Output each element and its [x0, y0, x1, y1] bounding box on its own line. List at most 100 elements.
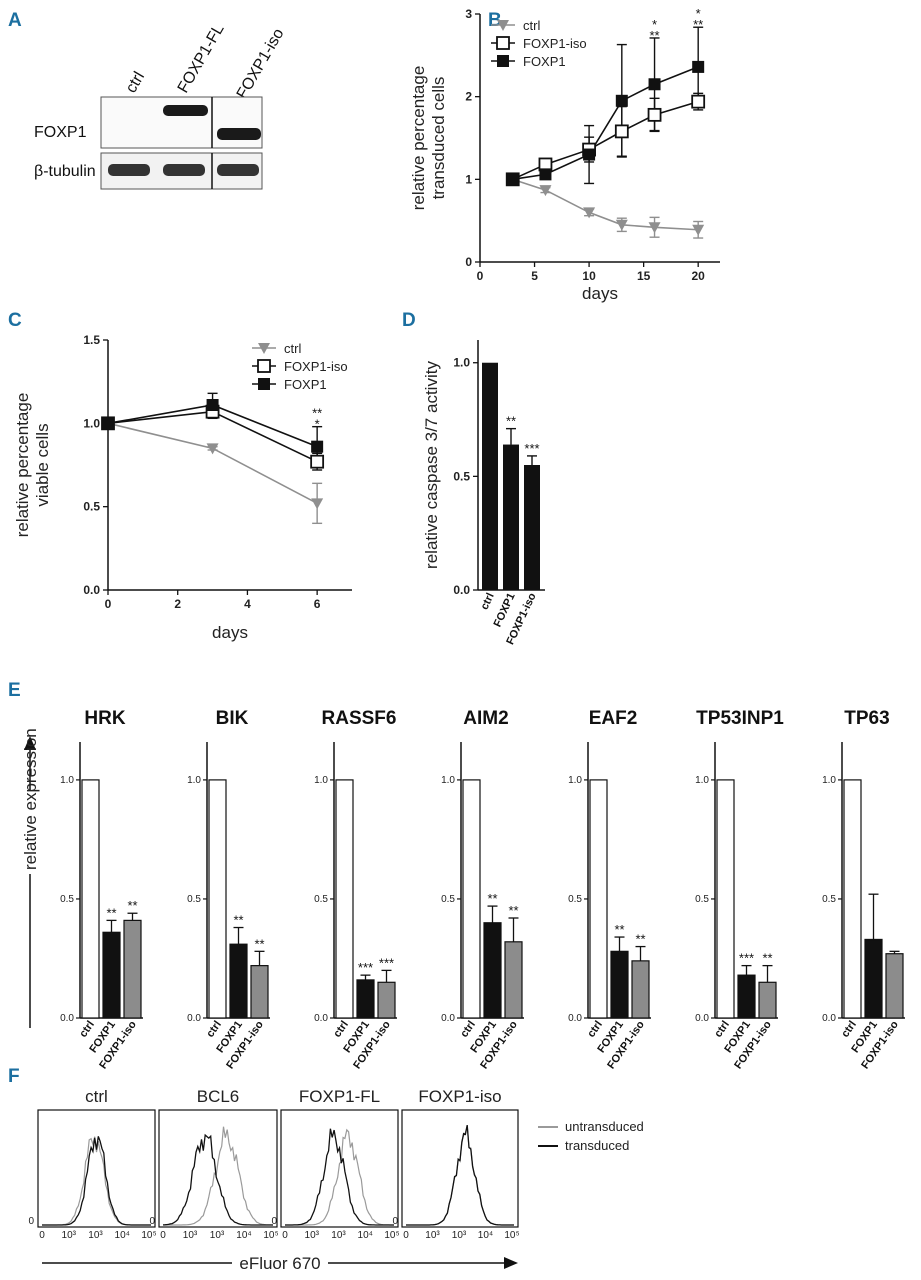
category-label: ctrl: [839, 1019, 859, 1040]
y-tick-label: 2: [465, 90, 472, 104]
flow-sample-label: BCL6: [197, 1087, 240, 1106]
significance-label: *: [315, 417, 320, 432]
y-tick-label: 1: [465, 172, 472, 186]
y-tick-label: 0.5: [695, 894, 709, 905]
y-tick-label: 0.0: [453, 583, 470, 597]
category-label: ctrl: [77, 1019, 97, 1040]
data-point: [692, 224, 705, 236]
histogram-untransduced: [285, 1128, 394, 1226]
y-axis-label: transduced cells: [429, 77, 448, 200]
band-tubulin-fl: [163, 164, 205, 176]
x-tick-label: 2: [174, 597, 181, 611]
chart-b: 0 1 2 3 0 5 10 15 20 days relative percentage trans…: [409, 6, 720, 303]
flow-plot-frame: [401, 1109, 519, 1228]
y-tick-label: 0.0: [60, 1013, 74, 1024]
y-axis-label: relative percentage: [409, 66, 428, 211]
flow-x-tick-label: 0: [39, 1230, 45, 1241]
y-tick-label: 0.5: [314, 894, 328, 905]
gene-title: TP53INP1: [696, 708, 784, 729]
bar: [356, 979, 375, 1019]
bar: [758, 981, 777, 1019]
row-label-foxp1: FOXP1: [34, 124, 87, 141]
flow-sample-label: FOXP1-iso: [418, 1087, 501, 1106]
y-tick-label: 0.0: [314, 1013, 328, 1024]
data-point: [614, 124, 629, 139]
legend-label: FOXP1: [523, 54, 566, 69]
x-axis-label: days: [582, 284, 618, 303]
lane-label-ctrl: ctrl: [123, 69, 148, 96]
bar: [716, 779, 735, 1019]
lane-label-foxp1-fl: FOXP1-FL: [175, 21, 228, 96]
flow-x-tick-label: 10³: [331, 1230, 346, 1241]
y-tick-label: 1.0: [60, 775, 74, 786]
y-tick-label: 0.5: [441, 894, 455, 905]
x-tick-label: 5: [531, 269, 538, 283]
significance-label: **: [614, 922, 624, 937]
flow-histogram-3: FOXP1-iso 00 10³ 10³ 10⁴ 10⁵: [392, 1087, 519, 1241]
flow-x-tick-label: 10³: [88, 1230, 103, 1241]
flow-x-arrow-head-icon: [504, 1257, 518, 1269]
significance-label: **: [254, 936, 264, 951]
legend-marker: [257, 359, 271, 373]
flow-x-axis: eFluor 670: [42, 1252, 518, 1273]
histogram-untransduced: [163, 1126, 274, 1226]
significance-label: **: [233, 913, 243, 928]
x-tick-label: 4: [244, 597, 251, 611]
flow-x-tick-label: 10³: [183, 1230, 198, 1241]
flow-x-tick-label: 0: [282, 1230, 288, 1241]
panel-label-d: D: [402, 310, 416, 331]
y-tick-label: 0.0: [822, 1013, 836, 1024]
significance-label: **: [508, 903, 518, 918]
x-tick-label: 6: [314, 597, 321, 611]
data-point: [583, 148, 596, 161]
flow-x-tick-label: 10⁵: [263, 1230, 278, 1241]
significance-label: ***: [524, 441, 539, 456]
bar: [737, 974, 756, 1019]
y-tick-label: 0.5: [568, 894, 582, 905]
chart-c: 0.0 0.5 1.0 1.5 0 2 4 6 days relative percentage v…: [13, 333, 352, 642]
data-point: [583, 207, 596, 219]
data-point: [311, 440, 324, 453]
gene-title: BIK: [216, 708, 249, 729]
data-point: [648, 222, 661, 234]
x-tick-label: 10: [582, 269, 596, 283]
significance-label: **: [106, 905, 116, 920]
panel-label-c: C: [8, 310, 22, 331]
flow-x-tick-label: 10³: [305, 1230, 320, 1241]
flow-y-tick-label: 0: [392, 1216, 398, 1227]
bar: [610, 950, 629, 1019]
bar: [631, 960, 650, 1019]
gene-title: HRK: [84, 708, 125, 729]
bar: [335, 779, 354, 1019]
y-tick-label: 0.0: [568, 1013, 582, 1024]
flow-x-tick-label: 10⁵: [504, 1230, 519, 1241]
significance-label: **: [762, 951, 772, 966]
data-point: [648, 78, 661, 91]
data-point: [102, 417, 114, 430]
significance-label: **: [649, 28, 659, 43]
bar: [102, 931, 121, 1019]
legend-transduced: transduced: [565, 1138, 629, 1153]
significance-label: ***: [379, 955, 394, 970]
significance-label: ***: [739, 951, 754, 966]
category-label: ctrl: [479, 591, 497, 612]
x-axis-label: days: [212, 623, 248, 642]
band-foxp1-iso: [217, 128, 261, 140]
histogram-transduced: [162, 1133, 273, 1226]
flow-plot-frame: [37, 1109, 156, 1228]
category-label: ctrl: [458, 1019, 478, 1040]
bar: [589, 779, 608, 1019]
y-tick-label: 1.0: [83, 416, 100, 430]
blot-foxp1-frame: [100, 96, 263, 149]
flow-x-tick-label: 10³: [452, 1230, 467, 1241]
significance-label: ***: [358, 960, 373, 975]
flow-legend: untransduced transduced: [538, 1119, 644, 1153]
flow-plot-frame: [280, 1109, 399, 1228]
